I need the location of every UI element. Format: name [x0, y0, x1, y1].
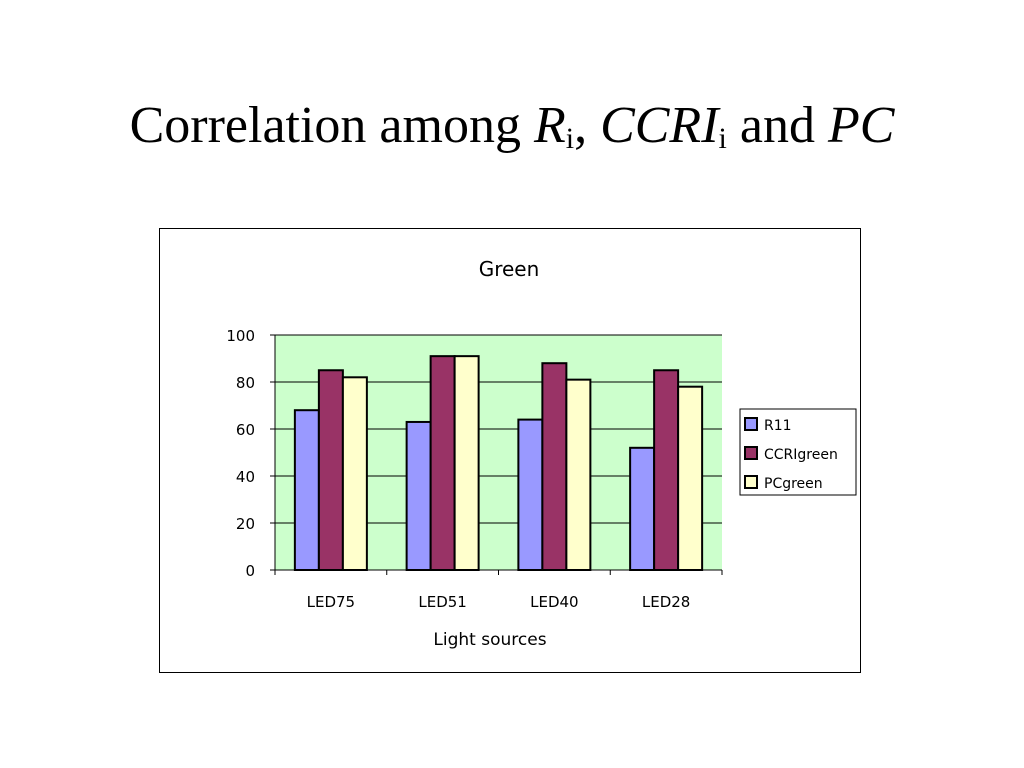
bar-chart: Green 0 20 40 60 80 100 LED75 LED51 LED40 LED28 L…: [226, 257, 857, 650]
plot-area: 0 20 40 60 80 100 LED75 LED51 LED40 LED28: [226, 327, 723, 611]
x-tick-label: LED51: [418, 593, 466, 611]
chart-frame: Green 0 20 40 60 80 100 LED75 LED51 LED40 LED28 L…: [159, 228, 861, 673]
y-tick-label: 80: [236, 374, 255, 392]
legend-swatch-ccrigreen: [744, 446, 758, 460]
title-and: and: [726, 97, 828, 154]
bar-r11-led28: [629, 446, 656, 571]
title-separator: ,: [574, 97, 601, 154]
legend-swatch-pcgreen: [744, 475, 758, 489]
bar-ccrigreen-led51: [429, 355, 456, 572]
bar-pcgreen-led51: [453, 355, 480, 572]
bar-ccrigreen-led28: [653, 369, 680, 571]
y-tick-label: 0: [245, 562, 255, 580]
legend: R11 CCRIgreen PCgreen: [739, 408, 857, 496]
bar-pcgreen-led40: [565, 378, 592, 571]
y-tick-label: 20: [236, 515, 255, 533]
legend-label: CCRIgreen: [764, 447, 838, 463]
x-axis-label: Light sources: [433, 630, 546, 650]
title-text: Correlation among: [129, 97, 534, 154]
x-tick-label: LED75: [307, 593, 355, 611]
legend-label: PCgreen: [764, 476, 823, 492]
bar-ccrigreen-led75: [317, 369, 344, 571]
title-r-subscript: i: [565, 122, 575, 155]
bar-ccrigreen-led40: [541, 362, 568, 571]
title-ccri-subscript: i: [718, 122, 727, 155]
chart-title: Green: [479, 257, 540, 281]
bar-r11-led40: [517, 418, 544, 571]
bar-pcgreen-led75: [341, 376, 368, 571]
y-tick-label: 60: [236, 421, 255, 439]
x-tick-label: LED28: [642, 593, 690, 611]
legend-swatch-r11: [744, 417, 758, 431]
legend-label: R11: [764, 418, 792, 434]
bar-r11-led75: [293, 409, 320, 571]
bar-r11-led51: [405, 420, 432, 571]
x-tick-label: LED40: [530, 593, 578, 611]
bar-pcgreen-led28: [677, 385, 704, 571]
legend-box: [739, 408, 857, 496]
title-r: R: [533, 97, 566, 154]
y-tick-label: 40: [236, 468, 255, 486]
y-tick-label: 100: [226, 327, 255, 345]
title-ccri: CCRI: [600, 97, 719, 154]
title-pc: PC: [827, 97, 895, 154]
slide-title: Correlation among Ri, CCRIi and PC: [0, 97, 1024, 155]
